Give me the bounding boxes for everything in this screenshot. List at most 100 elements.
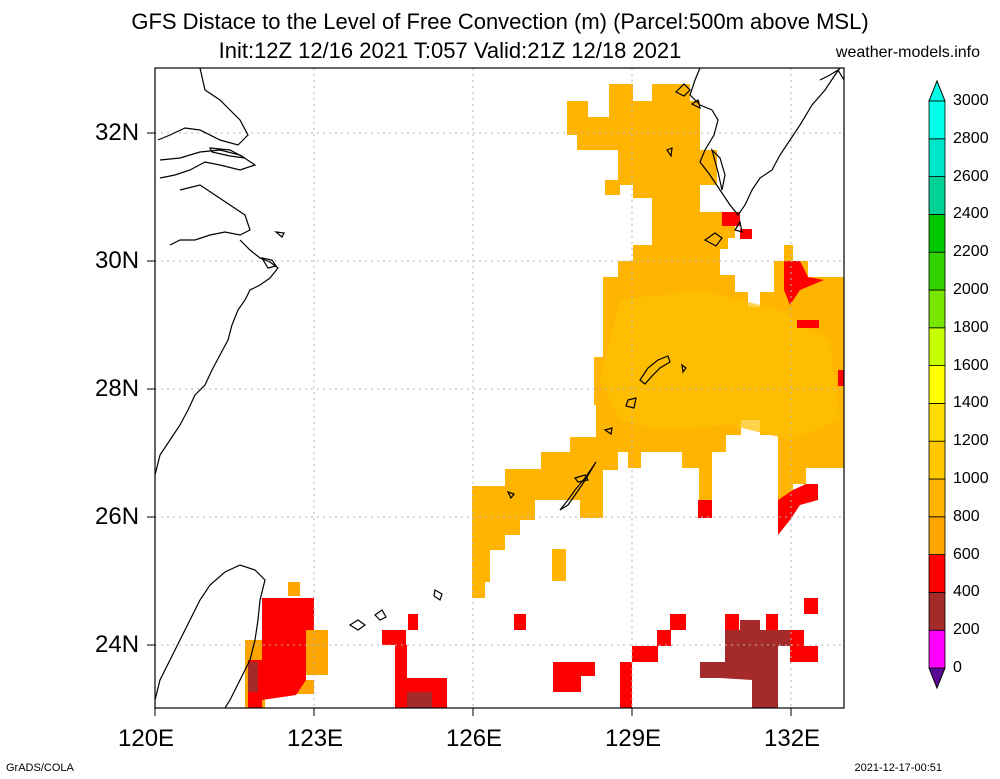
title-line2: Init:12Z 12/16 2021 T:057 Valid:21Z 12/1…	[0, 38, 1000, 64]
lon-tick-label: 126E	[446, 725, 503, 752]
lfc-region-orange-interior	[600, 290, 840, 440]
lfc-patch-red	[804, 598, 818, 614]
colorbar-bin	[928, 327, 946, 366]
lat-tick-label: 28N	[95, 375, 140, 402]
colorbar-label: 200	[953, 621, 980, 639]
colorbar-bin	[928, 516, 946, 555]
coast-yangtze-island	[208, 147, 246, 159]
colorbar-label: 1000	[953, 470, 989, 487]
colorbar-bin	[928, 554, 946, 593]
lfc-patch-red	[790, 630, 804, 646]
lfc-patch-red	[670, 614, 686, 630]
island-small	[274, 231, 285, 238]
lat-tick-label: 26N	[95, 503, 140, 530]
grid-lines	[155, 68, 844, 708]
island-koshiki	[666, 147, 673, 158]
colorbar-label: 2200	[953, 243, 989, 261]
lfc-patch-red	[408, 614, 418, 630]
colorbar-bin	[928, 478, 946, 518]
colorbar-label: 1400	[953, 394, 989, 412]
colorbar-label: 400	[953, 583, 980, 601]
lat-tick-label: 30N	[95, 247, 140, 274]
island-yaeyama	[348, 609, 387, 631]
lfc-region-red-taiwan-east	[248, 598, 314, 708]
island-amami	[639, 355, 687, 385]
colorbar-bin	[928, 440, 946, 480]
lfc-patch-red	[698, 500, 712, 518]
colorbar-label: 2600	[953, 167, 989, 185]
colorbar-label: 2000	[953, 281, 989, 298]
coast-china-north	[157, 68, 249, 146]
lon-tick-label: 129E	[605, 725, 662, 752]
site-credit: weather-models.info	[835, 44, 980, 61]
lon-tick-label: 123E	[287, 725, 344, 752]
island-miyako	[433, 589, 443, 601]
island-tanegashima	[703, 220, 743, 247]
colorbar-label: 2400	[953, 205, 989, 223]
footer-left: GrADS/COLA	[6, 762, 74, 774]
colorbar-bin	[928, 629, 946, 669]
title-line1: GFS Distace to the Level of Free Convect…	[131, 9, 869, 34]
footer-right: 2021-12-17-00:51	[854, 762, 942, 774]
lfc-patch-red	[553, 662, 581, 692]
lfc-patch-orange	[605, 180, 620, 195]
colorbar-label: 0	[953, 659, 962, 676]
island-zhoushan	[260, 257, 277, 269]
colorbar-bin	[928, 365, 946, 404]
title-line2-text: Init:12Z 12/16 2021 T:057 Valid:21Z 12/1…	[218, 38, 682, 63]
lfc-patch-red	[581, 662, 595, 676]
colorbar-label: 1800	[953, 318, 989, 336]
lfc-patch-orange	[552, 549, 566, 581]
plot-frame	[154, 67, 845, 709]
lat-tick-label: 32N	[95, 119, 140, 146]
colorbar-label: 1600	[953, 356, 989, 374]
lfc-patch-darkred	[407, 692, 432, 708]
lfc-region-red-east	[778, 484, 818, 535]
lfc-patch-orange	[288, 582, 300, 596]
tick-marks	[147, 132, 792, 716]
colorbar-bin	[928, 592, 946, 631]
colorbar-bin	[928, 289, 946, 329]
lfc-patch-red	[620, 662, 632, 708]
lfc-patch-red	[722, 212, 740, 226]
lfc-patch-red	[790, 646, 818, 662]
lfc-patch-red	[514, 614, 526, 630]
colorbar	[928, 79, 946, 690]
coast-yangtze	[159, 149, 257, 179]
lfc-patch-red	[766, 614, 778, 630]
colorbar-bin	[928, 176, 946, 215]
lfc-region-red-ne	[784, 261, 824, 305]
coast-kyushu-bay	[710, 147, 726, 191]
lfc-patch-red	[838, 370, 844, 386]
lfc-patch-red	[632, 646, 658, 662]
lfc-patch-red	[740, 229, 752, 239]
colorbar-label: 800	[953, 507, 980, 525]
coastlines	[155, 68, 844, 708]
colorbar-bin	[928, 251, 946, 291]
lfc-patch-red	[657, 630, 671, 646]
colorbar-arrow-max	[928, 79, 946, 102]
lfc-patch-darkred	[248, 662, 258, 692]
lfc-patch-red	[382, 630, 406, 645]
island-okinawa	[559, 461, 597, 511]
lon-tick-label: 120E	[118, 725, 175, 752]
coast-shikoku	[819, 69, 844, 81]
lfc-patch-red	[725, 614, 739, 630]
colorbar-bin	[928, 100, 946, 140]
coast-hangzhou	[169, 184, 251, 246]
coast-kyushu	[689, 68, 841, 217]
lfc-patch-red	[395, 645, 407, 708]
colorbar-bin	[928, 138, 946, 178]
colorbar-bin	[928, 213, 946, 253]
colorbar-bin	[928, 402, 946, 442]
coast-zhejiang	[155, 239, 279, 476]
island-goto	[674, 83, 701, 110]
coast-taiwan	[155, 564, 266, 708]
colorbar-label: 600	[953, 545, 980, 563]
colorbar-label: 1200	[953, 432, 989, 450]
colorbar-arrow-min	[928, 667, 946, 690]
island-small-okinawa	[506, 397, 637, 500]
colorbar-label: 3000	[953, 92, 989, 109]
lfc-region-darkred	[700, 620, 790, 708]
